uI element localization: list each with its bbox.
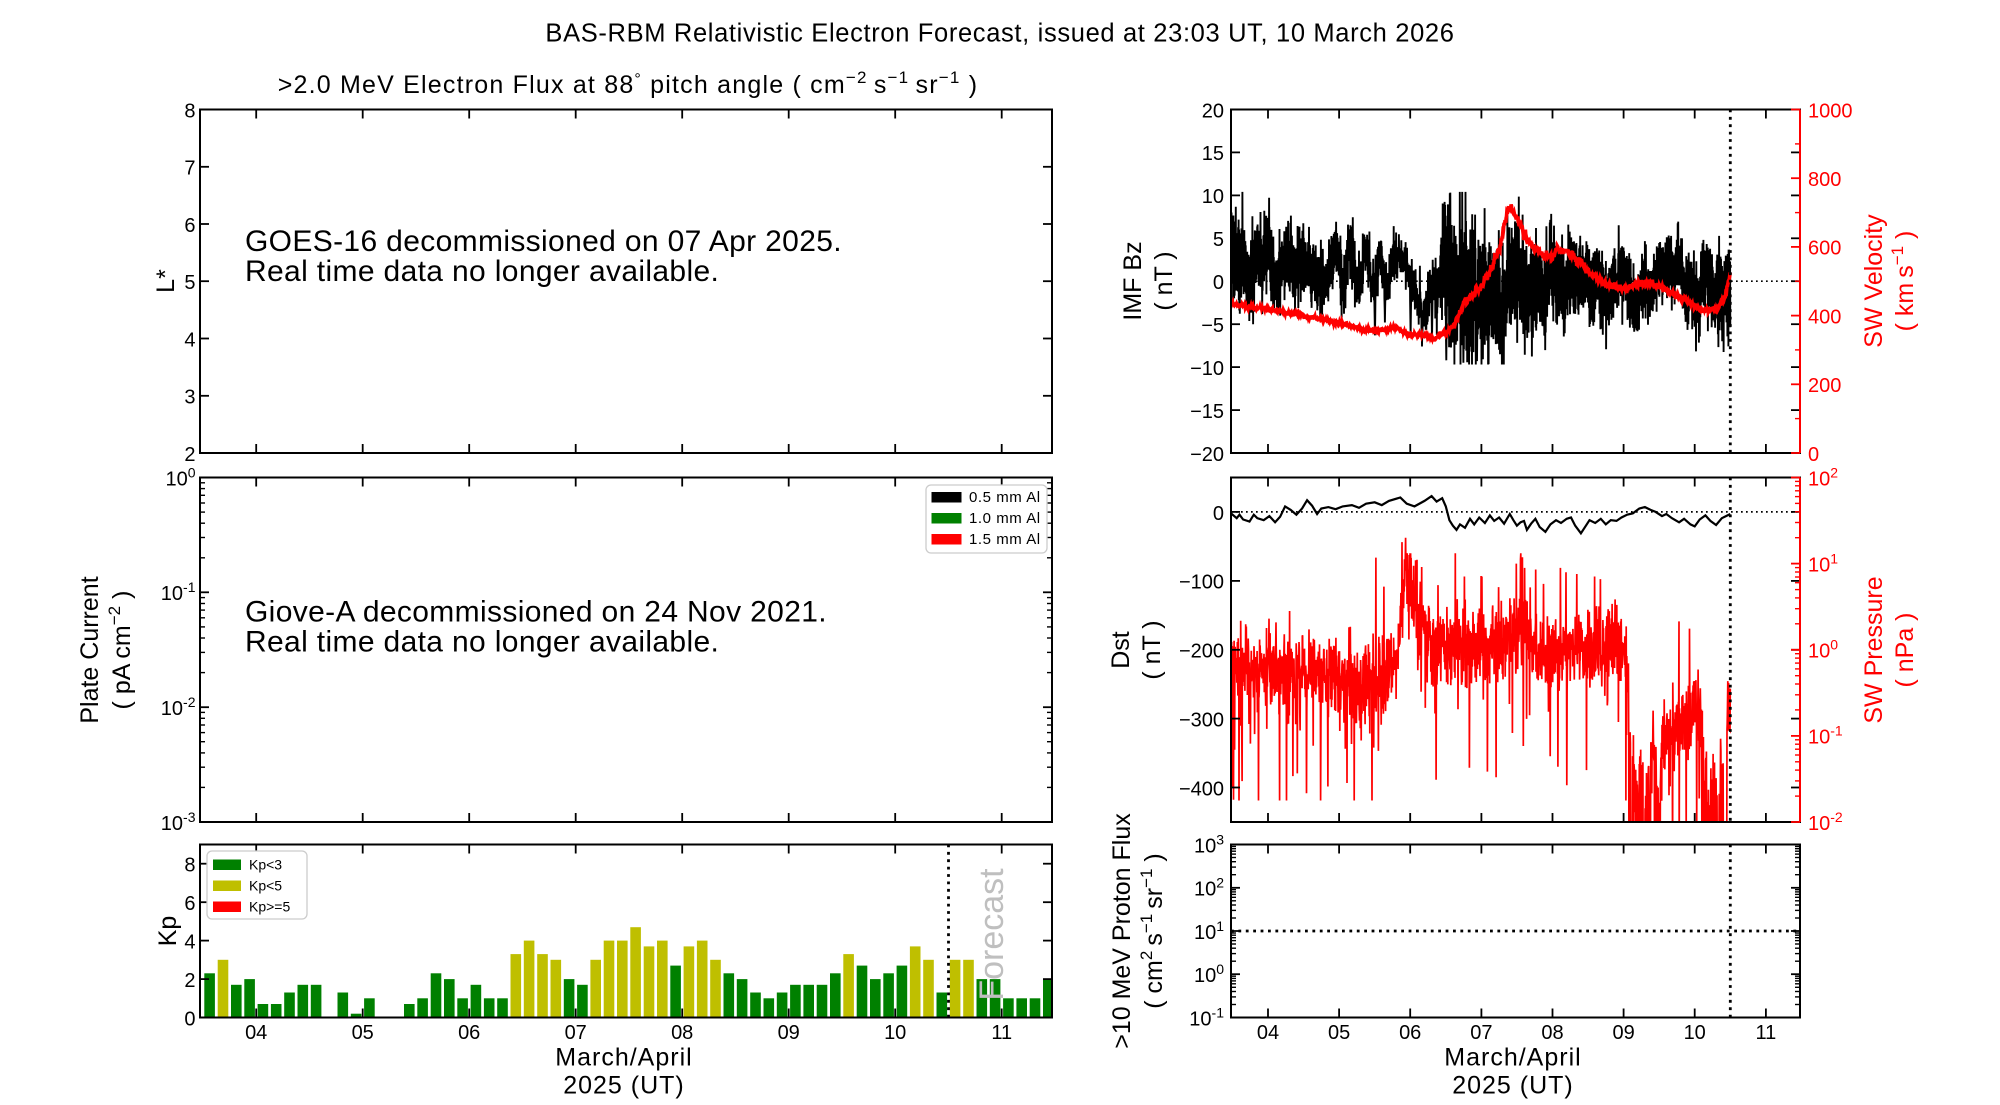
svg-text:−400: −400 bbox=[1179, 778, 1224, 800]
svg-text:−200: −200 bbox=[1179, 641, 1224, 663]
svg-text:15: 15 bbox=[1202, 143, 1224, 165]
svg-text:( nT ): ( nT ) bbox=[1150, 251, 1178, 310]
svg-text:06: 06 bbox=[1399, 1022, 1421, 1044]
svg-text:07: 07 bbox=[565, 1022, 587, 1044]
svg-text:Kp>=5: Kp>=5 bbox=[249, 899, 290, 915]
svg-text:10: 10 bbox=[1684, 1022, 1706, 1044]
svg-text:( nPa ): ( nPa ) bbox=[1891, 612, 1919, 687]
svg-text:GOES-16 decommissioned on 07 A: GOES-16 decommissioned on 07 Apr 2025. bbox=[245, 225, 842, 258]
svg-text:09: 09 bbox=[778, 1022, 800, 1044]
svg-text:Kp<3: Kp<3 bbox=[249, 857, 282, 873]
svg-text:SW Velocity: SW Velocity bbox=[1860, 214, 1888, 348]
svg-text:09: 09 bbox=[1612, 1022, 1634, 1044]
svg-text:1000: 1000 bbox=[1808, 100, 1853, 122]
svg-text:102: 102 bbox=[1808, 464, 1838, 490]
svg-text:10: 10 bbox=[1202, 186, 1224, 208]
svg-text:11: 11 bbox=[991, 1022, 1012, 1044]
svg-text:−20: −20 bbox=[1190, 444, 1224, 466]
svg-text:1.0 mm Al: 1.0 mm Al bbox=[969, 510, 1041, 527]
svg-text:400: 400 bbox=[1808, 306, 1841, 328]
svg-text:2: 2 bbox=[184, 444, 195, 466]
svg-text:IMF Bz: IMF Bz bbox=[1119, 241, 1147, 320]
svg-text:Kp: Kp bbox=[154, 916, 182, 947]
svg-text:101: 101 bbox=[1194, 918, 1224, 944]
svg-text:100: 100 bbox=[165, 464, 195, 490]
svg-text:3: 3 bbox=[184, 387, 195, 409]
svg-text:04: 04 bbox=[245, 1022, 267, 1044]
svg-text:( km s−1 ): ( km s−1 ) bbox=[1888, 231, 1919, 332]
svg-text:8: 8 bbox=[184, 855, 195, 877]
svg-text:2025 (UT): 2025 (UT) bbox=[1452, 1071, 1574, 1099]
svg-text:Giove-A decommissioned on 24 N: Giove-A decommissioned on 24 Nov 2021. bbox=[245, 596, 827, 629]
svg-text:10-1: 10-1 bbox=[1189, 1004, 1224, 1030]
svg-text:20: 20 bbox=[1202, 100, 1224, 122]
svg-text:0: 0 bbox=[1808, 444, 1819, 466]
svg-text:BAS-RBM Relativistic Electron: BAS-RBM Relativistic Electron Forecast, … bbox=[545, 20, 1454, 48]
svg-text:4: 4 bbox=[184, 329, 195, 351]
svg-text:8: 8 bbox=[184, 100, 195, 122]
svg-text:11: 11 bbox=[1756, 1022, 1777, 1044]
svg-text:−100: −100 bbox=[1179, 572, 1224, 594]
svg-text:1.5 mm Al: 1.5 mm Al bbox=[969, 531, 1041, 548]
svg-text:Real time data no longer avail: Real time data no longer available. bbox=[245, 255, 719, 288]
svg-text:March/April: March/April bbox=[1444, 1044, 1581, 1072]
svg-text:05: 05 bbox=[352, 1022, 374, 1044]
svg-text:−5: −5 bbox=[1201, 315, 1224, 337]
svg-text:0: 0 bbox=[184, 1008, 195, 1030]
svg-text:2: 2 bbox=[184, 970, 195, 992]
svg-text:6: 6 bbox=[184, 215, 195, 237]
svg-text:10: 10 bbox=[884, 1022, 906, 1044]
svg-text:>10 MeV Proton Flux: >10 MeV Proton Flux bbox=[1108, 813, 1136, 1049]
svg-text:March/April: March/April bbox=[555, 1044, 692, 1072]
svg-text:08: 08 bbox=[1541, 1022, 1563, 1044]
svg-text:4: 4 bbox=[184, 931, 195, 953]
svg-text:7: 7 bbox=[184, 158, 195, 180]
svg-text:06: 06 bbox=[458, 1022, 480, 1044]
svg-text:0.5 mm Al: 0.5 mm Al bbox=[969, 489, 1041, 506]
svg-text:Plate Current: Plate Current bbox=[76, 576, 104, 723]
svg-text:05: 05 bbox=[1328, 1022, 1350, 1044]
svg-text:−15: −15 bbox=[1190, 401, 1224, 423]
svg-text:07: 07 bbox=[1470, 1022, 1492, 1044]
svg-text:−300: −300 bbox=[1179, 709, 1224, 731]
svg-text:Forecast: Forecast bbox=[973, 868, 1011, 1001]
svg-text:08: 08 bbox=[671, 1022, 693, 1044]
svg-text:5: 5 bbox=[1213, 229, 1224, 251]
svg-text:2025 (UT): 2025 (UT) bbox=[563, 1071, 685, 1099]
svg-text:6: 6 bbox=[184, 893, 195, 915]
svg-text:SW Pressure: SW Pressure bbox=[1860, 576, 1888, 723]
svg-text:600: 600 bbox=[1808, 238, 1841, 260]
svg-text:( pA cm−2 ): ( pA cm−2 ) bbox=[105, 591, 136, 710]
svg-text:Dst: Dst bbox=[1107, 631, 1135, 669]
svg-text:L*: L* bbox=[152, 269, 180, 293]
svg-text:200: 200 bbox=[1808, 375, 1841, 397]
svg-text:Kp<5: Kp<5 bbox=[249, 878, 282, 894]
svg-text:−10: −10 bbox=[1190, 358, 1224, 380]
svg-text:800: 800 bbox=[1808, 169, 1841, 191]
svg-text:Real time data no longer avail: Real time data no longer available. bbox=[245, 626, 719, 659]
svg-text:5: 5 bbox=[184, 272, 195, 294]
svg-text:( nT ): ( nT ) bbox=[1138, 620, 1166, 679]
svg-text:0: 0 bbox=[1213, 272, 1224, 294]
svg-text:>2.0 MeV Electron Flux at 88°: >2.0 MeV Electron Flux at 88° pitch angl… bbox=[278, 68, 979, 99]
svg-text:0: 0 bbox=[1213, 503, 1224, 525]
svg-text:04: 04 bbox=[1257, 1022, 1279, 1044]
